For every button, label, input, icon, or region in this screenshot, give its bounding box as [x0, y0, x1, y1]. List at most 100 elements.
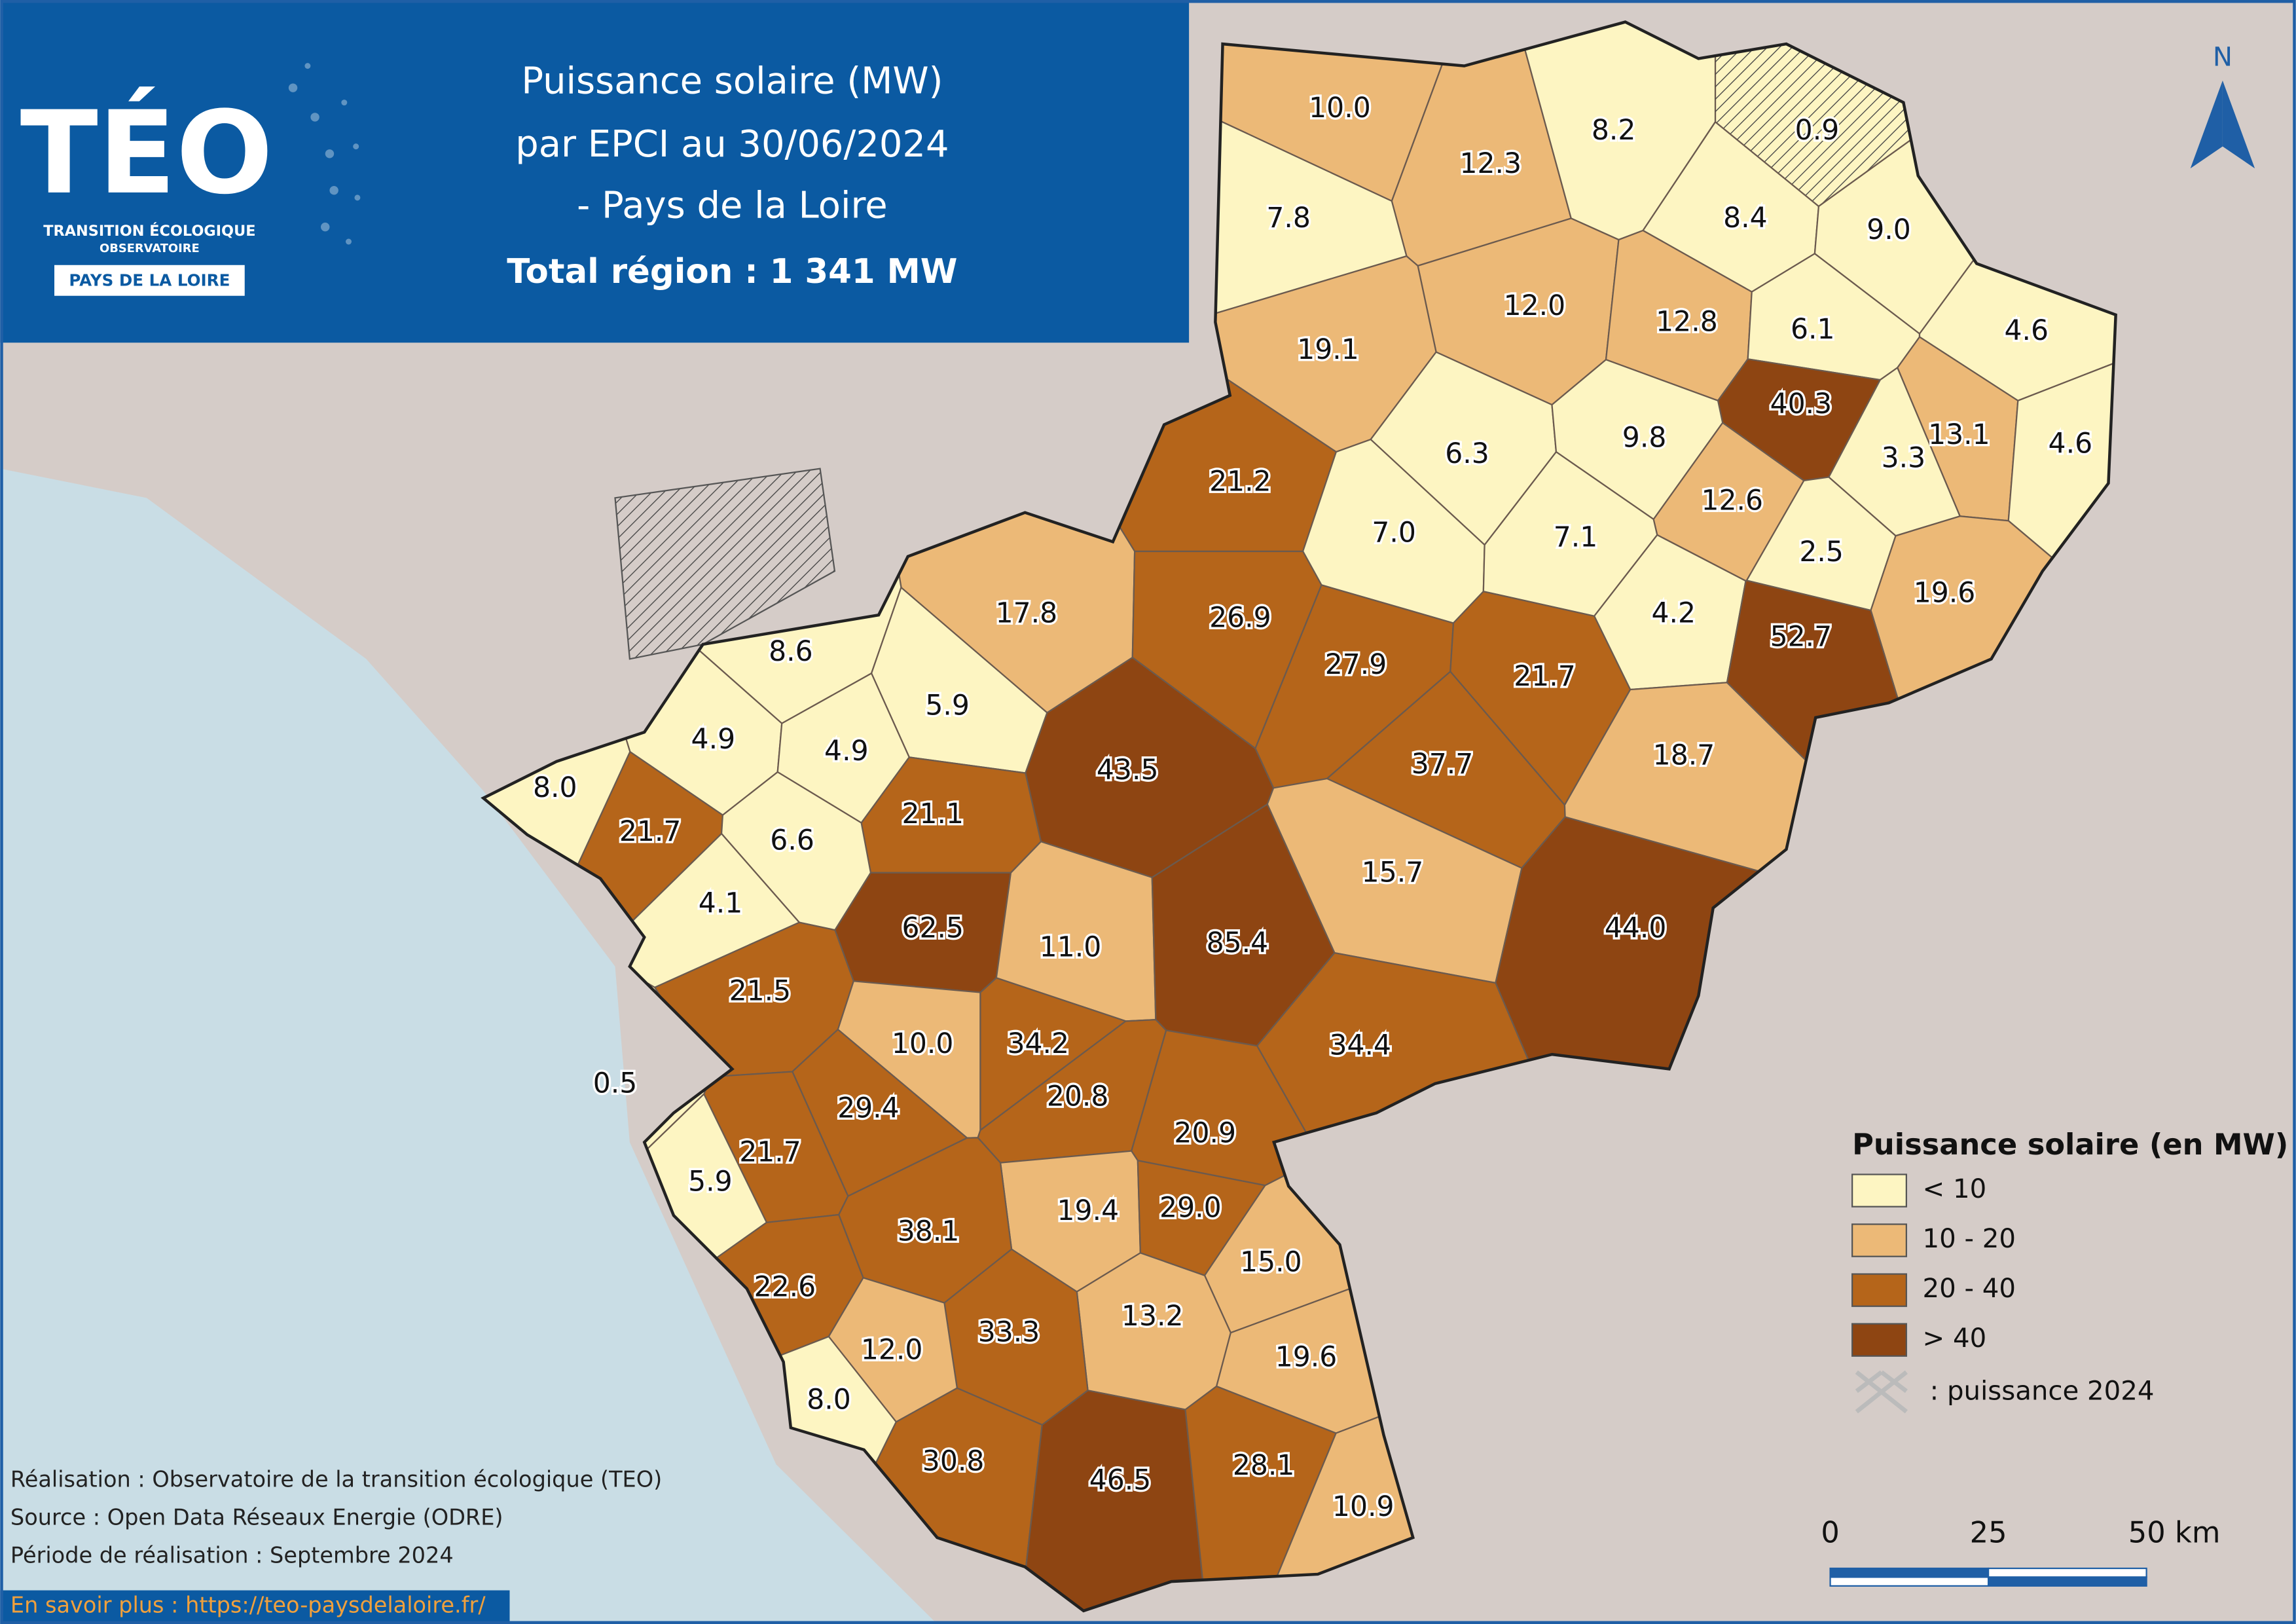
scale-label: 25 [1970, 1515, 2007, 1550]
epci-label: 4.9 [824, 735, 869, 767]
legend-swatch [1851, 1223, 1907, 1257]
epci-label: 12.0 [1504, 290, 1566, 322]
title-line: par EPCI au 30/06/2024 [515, 123, 949, 166]
epci-label: 11.0 [1040, 932, 1102, 964]
epci-label: 4.9 [691, 724, 736, 756]
epci-label: 13.1 [1928, 419, 1990, 451]
legend-swatch [1851, 1323, 1907, 1357]
epci-label: 10.0 [892, 1028, 954, 1060]
epci-label: 8.6 [769, 636, 813, 668]
epci-label: 8.2 [1592, 115, 1636, 147]
epci-label: 19.6 [1275, 1342, 1338, 1374]
logo-badge [54, 265, 245, 296]
epci-label: 7.8 [1266, 202, 1311, 234]
logo-badge-text: PAYS DE LA LOIRE [69, 270, 230, 289]
credit: Période de réalisation : Septembre 2024 [10, 1543, 454, 1568]
logo-dots [288, 63, 361, 245]
epci-label: 5.9 [925, 690, 970, 722]
credit: Source : Open Data Réseaux Energie (ODRE… [10, 1504, 503, 1530]
scale-bar [1829, 1576, 1990, 1587]
epci-label: 12.0 [861, 1335, 923, 1367]
epci-label: 10.0 [1309, 92, 1371, 124]
epci-label: 19.6 [1914, 577, 1976, 609]
epci-label: 21.1 [902, 798, 964, 830]
epci-label: 34.4 [1329, 1029, 1391, 1061]
epci-label: 29.0 [1159, 1192, 1222, 1225]
epci-label: 27.9 [1325, 649, 1387, 681]
epci-label: 19.1 [1297, 334, 1359, 366]
epci-label: 7.0 [1372, 517, 1416, 549]
sea [0, 468, 938, 1624]
epci-label: 29.4 [837, 1093, 900, 1125]
title-line: - Pays de la Loire [577, 185, 888, 227]
epci-label: 44.0 [1605, 913, 1667, 945]
legend-swatch [1851, 1273, 1907, 1307]
epci-label: 0.5 [593, 1068, 638, 1100]
epci-label: 2.5 [1799, 536, 1844, 568]
epci-label: 6.3 [1445, 438, 1489, 470]
epci-label: 12.8 [1656, 306, 1718, 339]
epci-label: 34.2 [1008, 1028, 1070, 1060]
epci-label: 43.5 [1097, 754, 1159, 786]
epci-label: 4.2 [1652, 598, 1696, 630]
epci-label: 20.8 [1047, 1081, 1109, 1113]
scale-bar [1987, 1576, 2147, 1587]
epci-label: 8.0 [807, 1384, 851, 1416]
epci-label: 28.1 [1233, 1450, 1295, 1482]
credit: Réalisation : Observatoire de la transit… [10, 1466, 662, 1492]
epci-label: 62.5 [902, 913, 964, 945]
epci-label: 21.7 [1514, 661, 1576, 693]
logo-line: TRANSITION ÉCOLOGIQUE [43, 221, 255, 240]
epci-label: 19.4 [1057, 1195, 1120, 1227]
legend-label: 20 - 40 [1922, 1274, 2016, 1304]
title-line: Puissance solaire (MW) [521, 60, 943, 103]
north-label: N [2213, 42, 2232, 72]
epci-label: 15.7 [1362, 857, 1424, 889]
epci-label: 8.0 [533, 772, 577, 804]
epci-label: 4.6 [2049, 428, 2093, 460]
scale-bar [1829, 1567, 1990, 1578]
legend-swatch [1851, 1173, 1907, 1208]
epci-label: 9.8 [1622, 422, 1667, 454]
epci-label: 21.7 [739, 1137, 801, 1169]
epci-label: 15.0 [1240, 1246, 1302, 1278]
epci-label: 21.5 [729, 976, 792, 1008]
epci-label: 6.1 [1791, 314, 1835, 346]
epci-label: 26.9 [1209, 602, 1271, 634]
legend-label: > 40 [1922, 1323, 1986, 1354]
epci-label: 21.2 [1209, 466, 1271, 498]
legend-title: Puissance solaire (en MW) [1852, 1127, 2288, 1162]
epci-label: 18.7 [1653, 740, 1715, 772]
epci-label: 17.8 [996, 598, 1058, 630]
link[interactable]: En savoir plus : https://teo-paysdelaloi… [10, 1593, 486, 1618]
epci-label: 9.0 [1867, 214, 1911, 246]
epci-label: 37.7 [1412, 748, 1474, 781]
epci-label: 85.4 [1207, 927, 1269, 959]
logo-title: TÉO [20, 86, 273, 220]
epci-label: 8.4 [1723, 202, 1768, 234]
scale-label: 50 km [2128, 1515, 2221, 1550]
scale-bar [1987, 1567, 2147, 1578]
epci-label: 4.6 [2004, 315, 2049, 347]
epci-label: 4.1 [699, 888, 743, 920]
epci-label: 22.6 [754, 1271, 816, 1303]
legend-hatch-label: : puissance 2024 [1930, 1376, 2155, 1407]
legend-label: < 10 [1922, 1174, 1986, 1204]
epci-label: 46.5 [1089, 1465, 1152, 1497]
legend-label: 10 - 20 [1922, 1224, 2016, 1254]
scale-label: 0 [1821, 1515, 1839, 1550]
logo-line: OBSERVATOIRE [100, 242, 200, 255]
epci-label: 21.7 [619, 816, 682, 848]
epci-label: 20.9 [1174, 1118, 1236, 1150]
epci-label: 38.1 [898, 1215, 960, 1247]
epci-label: 52.7 [1770, 621, 1832, 654]
hatched-area [614, 468, 836, 660]
epci-label: 3.3 [1882, 443, 1926, 475]
epci-label: 7.1 [1554, 521, 1598, 553]
epci-label: 5.9 [688, 1166, 733, 1198]
epci-label: 6.6 [770, 824, 814, 857]
epci-label: 0.9 [1795, 115, 1840, 147]
total: Total région : 1 341 MW [507, 252, 957, 291]
